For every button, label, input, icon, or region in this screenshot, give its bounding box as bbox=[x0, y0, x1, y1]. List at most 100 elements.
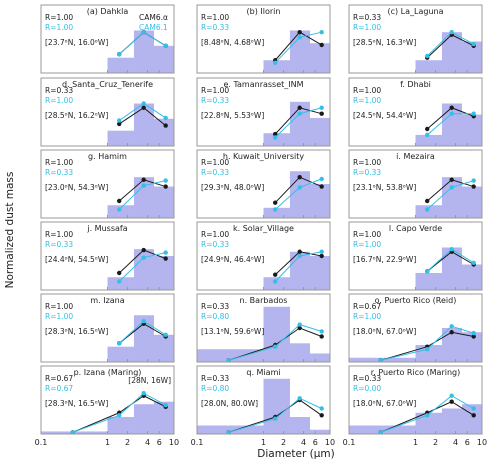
observed-bar bbox=[263, 306, 290, 362]
r-value-cam6-alpha: R=0.67 bbox=[45, 374, 73, 383]
observed-bar bbox=[441, 328, 462, 362]
observed-bar bbox=[107, 57, 134, 73]
cam6-1-point bbox=[117, 341, 122, 346]
observed-bar bbox=[461, 264, 482, 290]
cam6-alpha-point bbox=[319, 42, 324, 48]
panel: k. Solar_Village R=1.00R=0.33 [24.9ᵒN, 46.… bbox=[196, 221, 331, 291]
r-value-cam6-1: R=1.00 bbox=[45, 23, 73, 32]
r-value-cam6-alpha: R=1.00 bbox=[201, 86, 229, 95]
r-value-cam6-1: R=0.33 bbox=[201, 96, 229, 105]
r-value-cam6-1: R=0.33 bbox=[45, 168, 73, 177]
x-tick-label: 10 bbox=[169, 438, 179, 447]
observed-bar bbox=[415, 412, 442, 434]
x-tick-label: 0.1 bbox=[343, 438, 356, 447]
cam6-1-point bbox=[471, 330, 476, 336]
x-tick-label: 0.1 bbox=[35, 438, 48, 447]
cam6-alpha-point bbox=[117, 198, 122, 204]
panel-title: i. Mezaira bbox=[396, 152, 435, 161]
cam6-alpha-point bbox=[471, 413, 476, 418]
observed-bar bbox=[133, 177, 154, 218]
panel: (b) Ilorin R=1.00R=0.33 [8.48ᵒN, 4.68ᵒW] bbox=[196, 4, 331, 74]
observed-bar bbox=[153, 334, 174, 362]
cam6-1-point bbox=[378, 430, 383, 435]
r-value-cam6-1: R=0.00 bbox=[353, 384, 381, 393]
observed-bar bbox=[415, 205, 442, 218]
observed-bar bbox=[133, 103, 154, 146]
observed-bar bbox=[153, 45, 174, 73]
panel-title: p. Izana (Maring) bbox=[74, 368, 142, 377]
cam6-1-point bbox=[273, 279, 278, 284]
cam6-1-point bbox=[273, 135, 278, 140]
cam6-1-point bbox=[471, 406, 476, 411]
r-value-cam6-1: R=1.00 bbox=[353, 96, 381, 105]
cam6-alpha-point bbox=[297, 30, 302, 35]
cam6-1-point bbox=[273, 207, 278, 212]
observed-bar bbox=[309, 117, 330, 146]
x-tick-label: 4 bbox=[453, 438, 458, 447]
panel: f. Dhabi R=1.00R=1.00 [24.5ᵒN, 54.4ᵒW] bbox=[348, 77, 483, 147]
observed-bar bbox=[289, 171, 310, 218]
cam6-1-point bbox=[117, 413, 122, 418]
cam6-1-point bbox=[226, 358, 231, 363]
cam6-1-point bbox=[163, 115, 168, 121]
r-value-cam6-alpha: R=0.67 bbox=[353, 302, 381, 311]
cam6-1-point bbox=[297, 111, 302, 116]
cam6-alpha-point bbox=[297, 325, 302, 331]
panel-title: m. Izana bbox=[90, 296, 124, 305]
cam6-alpha-point bbox=[449, 399, 454, 404]
r-value-cam6-1: R=0.33 bbox=[353, 168, 381, 177]
r-value-cam6-1: R=1.00 bbox=[353, 23, 381, 32]
observed-bar bbox=[153, 186, 174, 218]
observed-bar bbox=[441, 32, 462, 73]
cam6-1-point bbox=[297, 185, 302, 190]
x-tick-label: 6 bbox=[313, 438, 318, 447]
x-tick-label: 4 bbox=[301, 438, 306, 447]
observed-bar bbox=[197, 349, 264, 362]
location-label: [18.0ᵒN, 67.0ᵒW] bbox=[353, 399, 416, 408]
location-label: [18.0ᵒN, 67.0ᵒW] bbox=[353, 327, 416, 336]
cam6-1-point bbox=[141, 319, 146, 324]
panel: p. Izana (Maring)R=0.67R=0.67 [28.3ᵒN, 16… bbox=[40, 365, 175, 435]
cam6-1-point bbox=[163, 402, 168, 408]
r-value-cam6-1: R=1.00 bbox=[45, 312, 73, 321]
observed-bar bbox=[107, 277, 134, 290]
location-label: [28.3ᵒN, 16.5ᵒW] bbox=[45, 399, 108, 408]
r-value-cam6-1: R=0.33 bbox=[201, 23, 229, 32]
cam6-alpha-point bbox=[449, 177, 454, 182]
cam6-1-point bbox=[425, 413, 430, 418]
cam6-alpha-point bbox=[297, 105, 302, 110]
cam6-1-point bbox=[471, 260, 476, 265]
cam6-alpha-point bbox=[141, 247, 146, 253]
panel: o. Puerto Rico (Reid)R=0.67R=1.00 [18.0ᵒN… bbox=[348, 293, 483, 363]
observed-bar bbox=[461, 332, 482, 362]
cam6-1-point bbox=[449, 185, 454, 190]
cam6-1-point bbox=[117, 207, 122, 212]
cam6-alpha-point bbox=[319, 334, 324, 339]
panel-title: l. Capo Verde bbox=[389, 224, 442, 233]
r-value-cam6-1: R=0.33 bbox=[201, 240, 229, 249]
r-value-cam6-1: R=0.33 bbox=[45, 240, 73, 249]
cam6-1-point bbox=[117, 279, 122, 284]
observed-bar bbox=[107, 205, 134, 218]
cam6-alpha-point bbox=[163, 123, 168, 128]
cam6-1-line bbox=[228, 324, 322, 361]
cam6-1-point bbox=[319, 30, 324, 35]
cam6-1-point bbox=[163, 250, 168, 255]
observed-bar bbox=[133, 404, 154, 434]
cam6-1-point bbox=[226, 430, 231, 435]
cam6-1-point bbox=[117, 52, 122, 57]
r-value-cam6-1: R=1.00 bbox=[45, 96, 73, 105]
panel-title: o. Puerto Rico (Reid) bbox=[375, 296, 457, 305]
observed-bar bbox=[461, 114, 482, 146]
observed-bar bbox=[133, 249, 154, 290]
cam6-1-point bbox=[163, 43, 168, 48]
cam6-1-line bbox=[380, 395, 474, 433]
location-label: [22.8ᵒN, 5.53ᵒW] bbox=[201, 111, 264, 120]
cam6-1-line bbox=[228, 397, 322, 433]
panel-title: q. Miami bbox=[246, 368, 280, 377]
cam6-1-point bbox=[163, 332, 168, 337]
r-value-cam6-alpha: R=1.00 bbox=[45, 302, 73, 311]
r-value-cam6-alpha: R=0.33 bbox=[201, 374, 229, 383]
panel: g. Hamim R=1.00R=0.33 [23.0ᵒN, 54.3ᵒW] bbox=[40, 149, 175, 219]
observed-bar bbox=[107, 346, 134, 362]
